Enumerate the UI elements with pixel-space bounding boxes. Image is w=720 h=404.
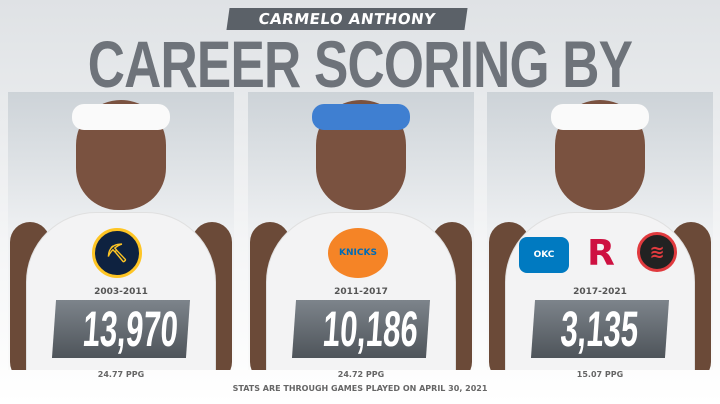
nuggets-logo: ⛏ [92,228,142,278]
team-panel-thunder-rockets-blazers: OKC R ≋ 2017-2021 3,135 [487,92,713,370]
trail-blazers-logo: ≋ [637,232,677,272]
points-per-game: 15.07 PPG [576,370,624,379]
team-panel-nuggets: ⛏ 2003-2011 13,970 [8,92,234,370]
footnote: STATS ARE THROUGH GAMES PLAYED ON APRIL … [232,384,488,393]
headband [72,104,170,130]
team-panel-knicks: KNICKS 2011-2017 10,186 [248,92,474,370]
career-points: 13,970 [51,300,191,358]
rockets-logo: R [587,232,615,274]
team-years: 2011-2017 [334,287,388,297]
thunder-logo: OKC [519,237,569,273]
team-years: 2003-2011 [94,287,148,297]
points-per-game: 24.72 PPG [337,370,385,379]
headband [551,104,649,130]
points-per-game: 24.77 PPG [97,370,145,379]
knicks-logo: KNICKS [328,228,388,278]
team-years: 2017-2021 [573,287,627,297]
career-points: 10,186 [291,300,431,358]
career-points: 3,135 [530,300,670,358]
headband [312,104,410,130]
